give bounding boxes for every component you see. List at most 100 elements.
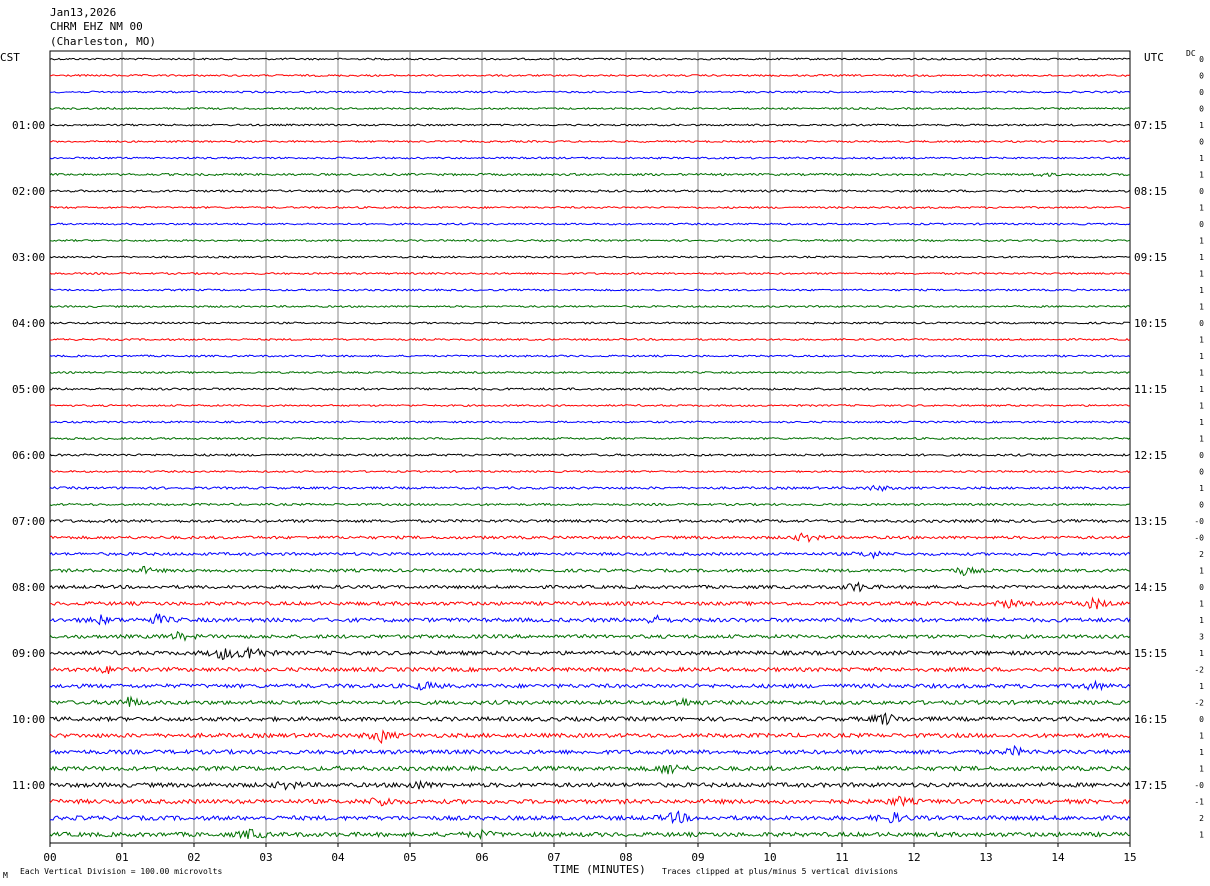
dc-value: 0 (1199, 88, 1204, 97)
plot-frame (49, 50, 1131, 844)
dc-value: 0 (1199, 55, 1204, 64)
dc-value: 1 (1199, 204, 1204, 213)
dc-value: 1 (1199, 369, 1204, 378)
dc-value: 1 (1199, 567, 1204, 576)
right-timezone-label: UTC (1144, 51, 1164, 64)
trace-row-24 (49, 453, 1131, 457)
trace-row-42 (49, 744, 1131, 756)
corner-mark: M (3, 871, 8, 880)
trace-row-16 (49, 321, 1131, 325)
left-hour-label: 07:00 (12, 515, 45, 528)
trace-row-46 (49, 810, 1131, 825)
x-tick-label: 07 (547, 851, 560, 864)
dc-value: 0 (1199, 715, 1204, 724)
trace-row-18 (49, 354, 1131, 358)
trace-row-32 (49, 581, 1131, 593)
trace-row-11 (49, 238, 1131, 243)
dc-value: 0 (1199, 501, 1204, 510)
trace-row-44 (49, 779, 1131, 791)
dc-value: 2 (1199, 814, 1204, 823)
trace-row-33 (49, 596, 1131, 610)
x-tick-label: 02 (187, 851, 200, 864)
right-hour-label: 09:15 (1134, 251, 1167, 264)
trace-row-15 (49, 304, 1131, 309)
right-hour-label: 07:15 (1134, 119, 1167, 132)
header-date: Jan13,2026 (50, 6, 116, 19)
dc-value-labels: 0 0 0 0 1 0 1 1 0 1 0 1 1 1 1 1 0 1 1 1 1 1 1 1 0 0 1 0 -0 -0 2 1 0 1 1 3 1 -… (1194, 55, 1204, 840)
trace-row-8 (49, 189, 1131, 193)
trace-row-6 (49, 156, 1131, 160)
dc-value: 1 (1199, 600, 1204, 609)
x-tick-label: 13 (979, 851, 992, 864)
trace-row-40 (49, 712, 1131, 726)
dc-value: 1 (1199, 418, 1204, 427)
trace-row-26 (49, 484, 1131, 493)
chart-grid (49, 50, 1131, 844)
trace-group (49, 57, 1131, 841)
dc-value: 1 (1199, 649, 1204, 658)
trace-row-10 (49, 222, 1131, 226)
dc-value: 1 (1199, 682, 1204, 691)
dc-value: 1 (1199, 270, 1204, 279)
dc-value: 1 (1199, 484, 1204, 493)
dc-value: 0 (1199, 583, 1204, 592)
right-hour-label: 15:15 (1134, 647, 1167, 660)
clip-note: Traces clipped at plus/minus 5 vertical … (662, 867, 898, 876)
chart-header: Jan13,2026 CHRM EHZ NM 00 (Charleston, M… (50, 6, 156, 48)
dc-value: 1 (1199, 385, 1204, 394)
trace-row-19 (49, 370, 1131, 375)
trace-row-23 (49, 436, 1131, 441)
right-hour-label: 08:15 (1134, 185, 1167, 198)
dc-value: 1 (1199, 336, 1204, 345)
dc-value: 0 (1199, 187, 1204, 196)
left-hour-label: 10:00 (12, 713, 45, 726)
trace-row-38 (49, 679, 1131, 692)
left-hour-label: 03:00 (12, 251, 45, 264)
dc-value: 1 (1199, 732, 1204, 741)
trace-row-14 (49, 288, 1131, 292)
header-station: CHRM EHZ NM 00 (50, 20, 143, 33)
dc-value: 0 (1199, 72, 1204, 81)
right-hour-label: 16:15 (1134, 713, 1167, 726)
trace-row-36 (49, 646, 1131, 661)
dc-value: -0 (1194, 781, 1204, 790)
dc-value: 1 (1199, 748, 1204, 757)
dc-value: 0 (1199, 319, 1204, 328)
dc-value: 3 (1199, 633, 1204, 642)
scale-note: Each Vertical Division = 100.00 microvol… (20, 867, 222, 876)
dc-value: 2 (1199, 550, 1204, 559)
left-timezone-label: CST (0, 51, 20, 64)
dc-value: 1 (1199, 154, 1204, 163)
dc-value: 1 (1199, 435, 1204, 444)
trace-row-1 (49, 73, 1131, 78)
dc-value: -2 (1194, 699, 1204, 708)
dc-value: -2 (1194, 666, 1204, 675)
x-tick-label: 08 (619, 851, 632, 864)
right-hour-label: 13:15 (1134, 515, 1167, 528)
dc-value: 1 (1199, 616, 1204, 625)
x-tick-label: 01 (115, 851, 128, 864)
trace-row-28 (49, 518, 1131, 524)
right-hour-label: 17:15 (1134, 779, 1167, 792)
x-tick-label: 00 (43, 851, 56, 864)
trace-row-31 (49, 565, 1131, 577)
trace-row-3 (49, 106, 1131, 111)
trace-row-29 (49, 532, 1131, 543)
trace-row-47 (49, 828, 1131, 841)
dc-value: 0 (1199, 468, 1204, 477)
right-hour-label: 10:15 (1134, 317, 1167, 330)
dc-value: 1 (1199, 831, 1204, 840)
x-tick-label: 11 (835, 851, 848, 864)
trace-row-22 (49, 420, 1131, 424)
left-hour-label: 05:00 (12, 383, 45, 396)
trace-row-27 (49, 502, 1131, 507)
trace-row-35 (49, 630, 1131, 642)
dc-value: 0 (1199, 220, 1204, 229)
trace-row-2 (49, 90, 1131, 94)
dc-value: -0 (1194, 534, 1204, 543)
dc-value: 1 (1199, 765, 1204, 774)
trace-row-30 (49, 550, 1131, 560)
dc-value: 1 (1199, 253, 1204, 262)
x-tick-label: 03 (259, 851, 272, 864)
dc-value: 0 (1199, 105, 1204, 114)
